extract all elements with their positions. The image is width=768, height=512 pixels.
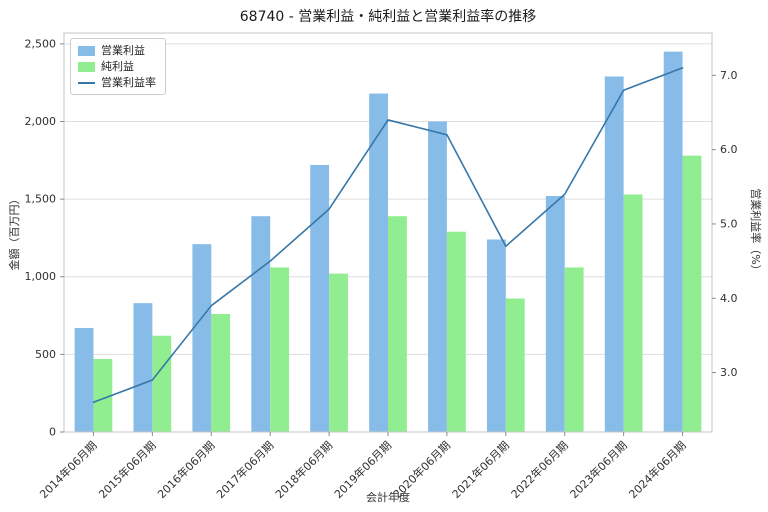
x-axis-tick-label: 2014年06月期 xyxy=(37,438,100,501)
legend-label-net-profit: 純利益 xyxy=(101,60,134,73)
bar-net-profit xyxy=(329,273,348,432)
y-axis-right-label: 営業利益率（%） xyxy=(749,188,763,275)
line-operating-margin xyxy=(92,67,684,404)
legend-swatch-net-profit xyxy=(78,61,95,72)
bar-operating-profit xyxy=(369,93,388,432)
x-axis-tick-label: 2021年06月期 xyxy=(449,438,512,501)
bar-operating-profit xyxy=(486,239,506,432)
y-axis-right-tick-label: 7.0 xyxy=(720,69,738,82)
bar-net-profit xyxy=(270,267,290,432)
bar-operating-profit xyxy=(251,216,271,432)
bar-net-profit xyxy=(93,359,113,432)
legend-label-operating-profit: 営業利益 xyxy=(101,44,145,57)
x-axis-tick-label: 2016年06月期 xyxy=(154,438,217,501)
legend-swatch-operating-profit xyxy=(78,45,95,56)
x-axis-tick-label: 2024年06月期 xyxy=(626,438,689,501)
x-axis-tick-label: 2018年06月期 xyxy=(272,438,335,501)
y-axis-left-tick-label: 1,500 xyxy=(25,193,57,206)
legend-line-operating-margin xyxy=(78,81,95,84)
y-axis-left-label: 金額（百万円） xyxy=(7,194,21,271)
bars-layer xyxy=(74,51,702,433)
bar-operating-profit xyxy=(428,121,447,432)
bar-operating-profit xyxy=(192,244,212,432)
legend-label-operating-margin: 営業利益率 xyxy=(101,76,156,89)
y-axis-left-tick-label: 500 xyxy=(35,348,56,361)
x-axis-tick-label: 2023年06月期 xyxy=(567,438,630,501)
y-axis-right-tick-label: 6.0 xyxy=(720,143,738,156)
bar-net-profit xyxy=(564,267,584,432)
bar-net-profit xyxy=(505,298,525,432)
bar-operating-profit xyxy=(133,303,153,432)
bar-net-profit xyxy=(446,231,466,432)
legend-item-operating-profit: 営業利益 xyxy=(78,45,156,56)
y-axis-right-tick-label: 3.0 xyxy=(720,366,738,379)
bar-operating-profit xyxy=(74,327,94,432)
bar-operating-profit xyxy=(663,51,683,433)
bar-operating-profit xyxy=(604,76,624,432)
x-axis-tick-label: 2022年06月期 xyxy=(508,438,571,501)
line-layer xyxy=(92,67,684,404)
legend-item-operating-margin: 営業利益率 xyxy=(78,77,156,88)
x-axis-tick-label: 2017年06月期 xyxy=(213,438,276,501)
x-axis-tick-label: 2015年06月期 xyxy=(96,438,159,501)
bar-net-profit xyxy=(152,335,172,432)
y-axis-left-tick-label: 0 xyxy=(49,426,56,439)
legend-item-net-profit: 純利益 xyxy=(78,61,156,72)
y-axis-left-tick-label: 2,500 xyxy=(25,37,57,50)
bar-net-profit xyxy=(388,216,407,432)
y-axis-left-tick-label: 2,000 xyxy=(25,115,57,128)
bar-operating-profit xyxy=(545,196,565,432)
y-axis-left-tick-label: 1,000 xyxy=(25,270,57,283)
chart-title: 68740 - 営業利益・純利益と営業利益率の推移 xyxy=(240,8,537,25)
y-axis-right-tick-label: 5.0 xyxy=(720,217,738,230)
y-axis-right-tick-label: 4.0 xyxy=(720,292,738,305)
bar-operating-profit xyxy=(310,164,330,433)
bar-net-profit xyxy=(623,194,643,432)
bar-net-profit xyxy=(211,314,231,432)
legend: 営業利益 純利益 営業利益率 xyxy=(70,38,166,95)
x-axis-label: 会計年度 xyxy=(366,490,410,504)
bar-net-profit xyxy=(682,155,702,432)
